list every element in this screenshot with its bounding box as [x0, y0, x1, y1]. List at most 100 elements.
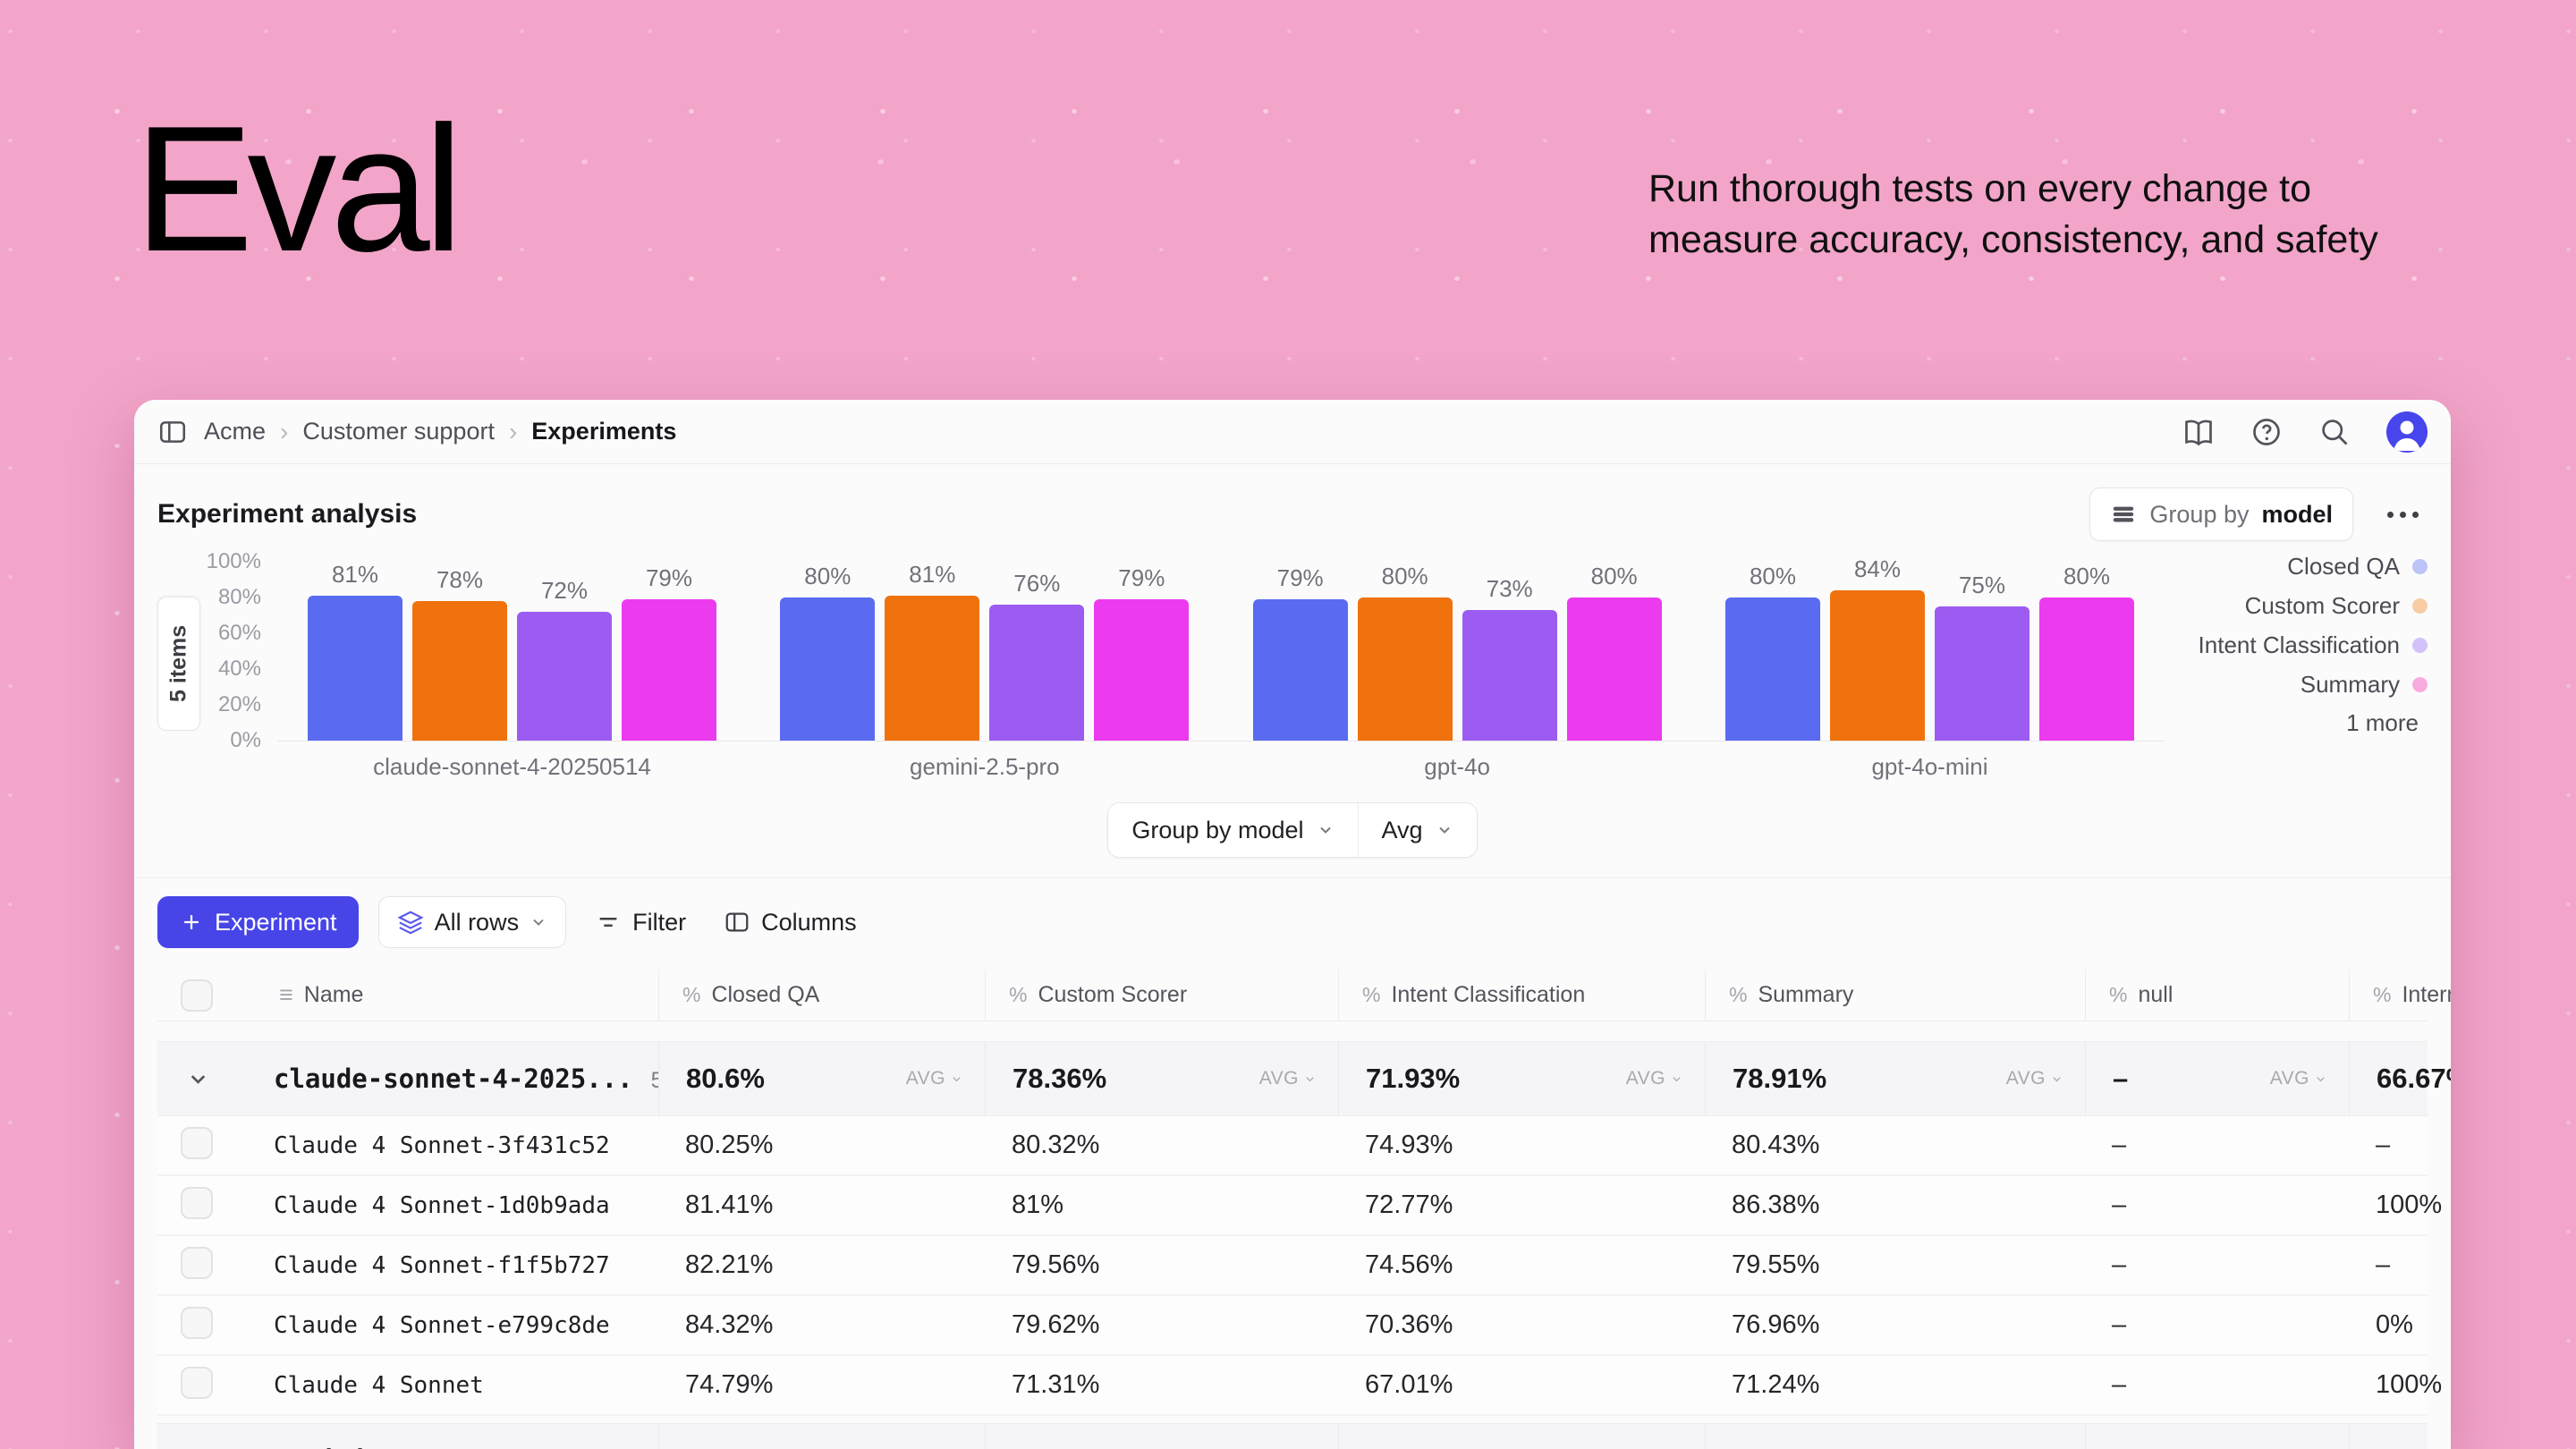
aggregation-selector[interactable]: AVG	[906, 1068, 963, 1089]
legend-item[interactable]: Custom Scorer	[2245, 591, 2428, 621]
metric-value: 82.21%	[685, 1250, 774, 1279]
filter-label: Filter	[632, 908, 687, 936]
select-all-checkbox[interactable]	[181, 979, 213, 1012]
bar-summary[interactable]: 80%	[2038, 563, 2134, 741]
bar-custom-scorer[interactable]: 81%	[885, 561, 980, 741]
group-metric-cell: 71.93% AVG	[1338, 1042, 1705, 1115]
bar-custom-scorer[interactable]: 80%	[1357, 563, 1453, 741]
row-checkbox[interactable]	[181, 1247, 213, 1279]
docs-book-icon[interactable]	[2182, 416, 2215, 448]
bar-value-label: 80%	[1590, 563, 1638, 589]
bar-intent-classification[interactable]: 75%	[1934, 572, 2029, 741]
metric-value: 0%	[2376, 1310, 2413, 1339]
legend-item[interactable]: Intent Classification	[2199, 631, 2428, 660]
breadcrumb-separator: ›	[508, 417, 518, 445]
metric-value: 76.96%	[1732, 1310, 1820, 1339]
group-by-prefix: Group by	[2149, 500, 2250, 528]
bar-value-label: 79%	[1118, 564, 1165, 591]
bar-custom-scorer[interactable]: 84%	[1829, 555, 1925, 741]
columns-button[interactable]: Columns	[715, 896, 866, 948]
table-row[interactable]: Claude 4 Sonnet-1d0b9ada 81.41% 81% 72.77%…	[157, 1176, 2442, 1236]
search-icon[interactable]	[2318, 416, 2351, 448]
items-count-pill[interactable]: 5 items	[157, 597, 200, 731]
row-checkbox[interactable]	[181, 1187, 213, 1219]
group-metric-cell	[2085, 1424, 2349, 1449]
avatar[interactable]	[2386, 411, 2428, 453]
metric-value: 80.25%	[685, 1131, 774, 1159]
chart-control-avg[interactable]: Avg	[1357, 803, 1477, 857]
hero-subtitle: Run thorough tests on every change to me…	[1648, 164, 2378, 266]
group-by-button[interactable]: Group by model	[2089, 487, 2353, 541]
bar-intent-classification[interactable]: 72%	[517, 577, 612, 741]
filter-button[interactable]: Filter	[586, 896, 695, 948]
aggregation-selector[interactable]: AVG	[1259, 1068, 1317, 1089]
sidebar-toggle-icon[interactable]	[157, 417, 188, 447]
group-metric-cell: 80.37% AVG	[658, 1424, 985, 1449]
table-toolbar: Experiment All rows Filter Columns	[157, 896, 2428, 948]
breadcrumb-item[interactable]: Customer support	[302, 418, 495, 445]
hero-subtitle-line2: measure accuracy, consistency, and safet…	[1648, 218, 2378, 261]
column-header-name[interactable]: ≡ Name	[279, 981, 364, 1008]
group-aggregate-value: 78.91%	[1733, 1063, 1827, 1094]
group-aggregate-value: 78.36%	[1013, 1063, 1107, 1094]
table-row[interactable]: Claude 4 Sonnet-3f431c52 80.25% 80.32% 74.…	[157, 1116, 2428, 1176]
chart-plot: 0% 20% 40% 60% 80% 100% 81% 78% 72% 79% claud…	[207, 549, 2165, 780]
metric-value: 81%	[1012, 1191, 1064, 1219]
aggregation-selector[interactable]: AVG	[1626, 1068, 1683, 1089]
row-checkbox[interactable]	[181, 1307, 213, 1339]
new-experiment-button[interactable]: Experiment	[157, 896, 359, 948]
table-row[interactable]: Claude 4 Sonnet-e799c8de 84.32% 79.62% 70.…	[157, 1296, 2428, 1356]
bar-summary[interactable]: 80%	[1566, 563, 1662, 741]
bar-closed-qa[interactable]: 80%	[780, 563, 876, 741]
breadcrumb-separator: ›	[280, 417, 289, 445]
metric-value: 79.62%	[1012, 1310, 1100, 1339]
chart-control-group-by-model[interactable]: Group by model	[1108, 803, 1358, 857]
aggregation-selector[interactable]: AVG	[2270, 1068, 2327, 1089]
aggregation-selector[interactable]: AVG	[2006, 1068, 2063, 1089]
legend-more[interactable]: 1 more	[2346, 709, 2419, 736]
legend-dot	[2412, 638, 2428, 653]
metric-value: 84.32%	[685, 1310, 774, 1339]
bar-summary[interactable]: 79%	[1094, 564, 1190, 741]
more-options-button[interactable]	[2378, 503, 2428, 527]
column-header-custom-scorer[interactable]: % Custom Scorer	[985, 970, 1338, 1021]
rows-filter-button[interactable]: All rows	[377, 896, 567, 948]
bar-summary[interactable]: 79%	[622, 564, 716, 741]
group-row[interactable]: claude-sonnet-4-2025... 5 80.6% AVG 78.3…	[157, 1041, 2451, 1116]
percent-icon: %	[1729, 983, 1748, 1006]
column-header-internal[interactable]: %Internal	[2349, 970, 2451, 1021]
row-checkbox[interactable]	[181, 1127, 213, 1159]
column-header-null[interactable]: % null	[2085, 970, 2349, 1021]
table-row[interactable]: Claude 4 Sonnet-f1f5b727 82.21% 79.56% 74.…	[157, 1236, 2428, 1296]
group-name-cell: gemini-2.5-pro	[256, 1445, 658, 1449]
column-header-intent-classification[interactable]: % Intent Classification	[1338, 970, 1705, 1021]
row-checkbox[interactable]	[181, 1367, 213, 1399]
x-axis-label: gpt-4o-mini	[1871, 753, 1988, 780]
metric-value: 80.43%	[1732, 1131, 1820, 1159]
bar-intent-classification[interactable]: 76%	[989, 570, 1085, 741]
bar-intent-classification[interactable]: 73%	[1462, 575, 1557, 741]
bar-custom-scorer[interactable]: 78%	[412, 566, 507, 741]
group-by-value: model	[2261, 500, 2333, 528]
group-row[interactable]: gemini-2.5-pro 80.37% AVG 80.99% AVG 75.…	[157, 1423, 2428, 1449]
help-icon[interactable]	[2250, 416, 2283, 448]
collapse-group-icon[interactable]	[157, 1067, 256, 1091]
breadcrumb-item[interactable]: Experiments	[531, 418, 677, 445]
chart-legend: Closed QA Custom Scorer Intent Classific…	[2199, 552, 2428, 739]
bar-closed-qa[interactable]: 79%	[1252, 564, 1348, 741]
bar-closed-qa[interactable]: 80%	[1724, 563, 1820, 741]
bar-closed-qa[interactable]: 81%	[308, 561, 402, 741]
table-row[interactable]: Claude 4 Sonnet 74.79% 71.31% 67.01% 71.24%…	[157, 1356, 2442, 1416]
breadcrumb-item[interactable]: Acme	[204, 418, 267, 445]
legend-item[interactable]: Closed QA	[2287, 552, 2428, 581]
group-count: 5	[650, 1068, 658, 1093]
bar-value-label: 79%	[645, 564, 693, 591]
group-metric-cell: 80.6% AVG	[658, 1042, 985, 1115]
legend-item[interactable]: Summary	[2301, 670, 2428, 699]
row-checkbox-cell	[157, 1367, 256, 1403]
x-axis-label: claude-sonnet-4-20250514	[373, 753, 651, 780]
percent-icon: %	[1362, 983, 1381, 1006]
legend-label: Closed QA	[2287, 553, 2400, 580]
column-header-closed-qa[interactable]: % Closed QA	[658, 970, 985, 1021]
column-header-summary[interactable]: % Summary	[1705, 970, 2085, 1021]
